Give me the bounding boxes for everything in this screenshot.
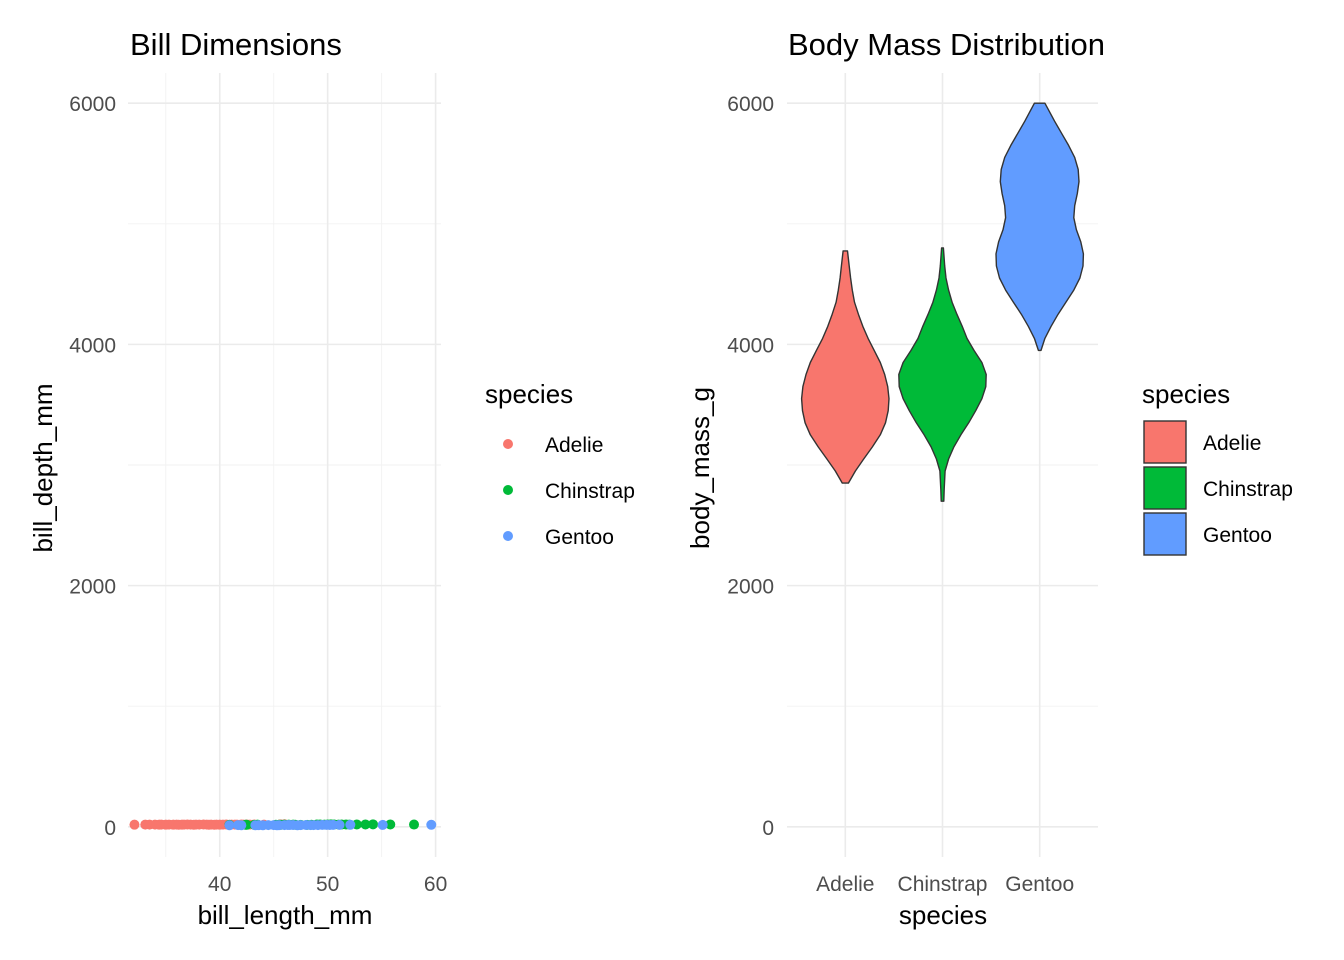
scatter-y-tick-label: 6000 — [69, 93, 116, 116]
scatter-legend-key — [503, 531, 513, 541]
violin-y-tick-label: 6000 — [727, 93, 774, 116]
scatter-point — [236, 820, 247, 831]
scatter-legend-key — [503, 439, 513, 449]
scatter-point — [360, 819, 371, 830]
scatter-y-tick-label: 0 — [104, 817, 116, 840]
violin-legend-label: Chinstrap — [1203, 478, 1293, 501]
violin-x-tick-label: Chinstrap — [898, 873, 988, 896]
violin-x-tick-label: Adelie — [816, 873, 874, 896]
violin-x-axis-title: species — [899, 900, 987, 930]
scatter-point — [426, 819, 437, 830]
violin-legend: species Adelie Chinstrap Gentoo — [1142, 379, 1293, 556]
violin-y-tick-label: 0 — [762, 817, 774, 840]
violin-legend-label: Gentoo — [1203, 524, 1272, 547]
violin-legend-key — [1143, 512, 1187, 556]
scatter-x-tick-label: 40 — [208, 873, 231, 896]
violin-x-tick-label: Gentoo — [1005, 873, 1074, 896]
violin-shape — [898, 247, 987, 502]
scatter-point — [129, 819, 140, 830]
scatter-tick-labels: 40 50 60 0 2000 4000 6000 — [69, 93, 447, 896]
scatter-x-tick-label: 60 — [424, 873, 447, 896]
scatter-point — [334, 819, 345, 830]
scatter-legend-label: Gentoo — [545, 526, 614, 549]
violin-legend-key — [1143, 420, 1187, 464]
scatter-legend: species Adelie Chinstrap Gentoo — [485, 379, 635, 549]
violin-y-tick-label: 4000 — [727, 334, 774, 357]
violin-tick-labels: Adelie Chinstrap Gentoo 0 2000 4000 6000 — [727, 93, 1074, 896]
violin-shape — [800, 250, 890, 484]
scatter-point — [409, 819, 420, 830]
scatter-point — [368, 819, 379, 830]
scatter-legend-key — [503, 485, 513, 495]
scatter-point — [377, 819, 388, 830]
violin-shapes — [800, 102, 1085, 502]
scatter-point — [385, 819, 396, 830]
scatter-point — [224, 820, 235, 831]
violin-legend-label: Adelie — [1203, 432, 1261, 455]
violin-legend-key — [1143, 466, 1187, 510]
violin-title: Body Mass Distribution — [788, 27, 1105, 62]
scatter-point — [345, 819, 356, 830]
scatter-legend-title: species — [485, 379, 573, 409]
scatter-x-tick-label: 50 — [316, 873, 339, 896]
scatter-y-tick-label: 4000 — [69, 334, 116, 357]
violin-y-tick-label: 2000 — [727, 576, 774, 599]
scatter-points — [129, 819, 437, 831]
scatter-legend-label: Adelie — [545, 434, 603, 457]
violin-legend-title: species — [1142, 379, 1230, 409]
scatter-y-tick-label: 2000 — [69, 576, 116, 599]
scatter-legend-label: Chinstrap — [545, 480, 635, 503]
violin-panel: Body Mass Distribution Adelie Chinstrap Ge… — [685, 27, 1293, 930]
scatter-title: Bill Dimensions — [130, 27, 342, 62]
scatter-grid — [128, 73, 441, 857]
violin-shape — [995, 102, 1085, 352]
scatter-panel: Bill Dimensions 40 50 60 0 2000 4000 6000 bill… — [28, 27, 635, 930]
violin-y-axis-title: body_mass_g — [685, 387, 715, 549]
scatter-y-axis-title: bill_depth_mm — [28, 383, 58, 552]
scatter-x-axis-title: bill_length_mm — [198, 900, 373, 930]
